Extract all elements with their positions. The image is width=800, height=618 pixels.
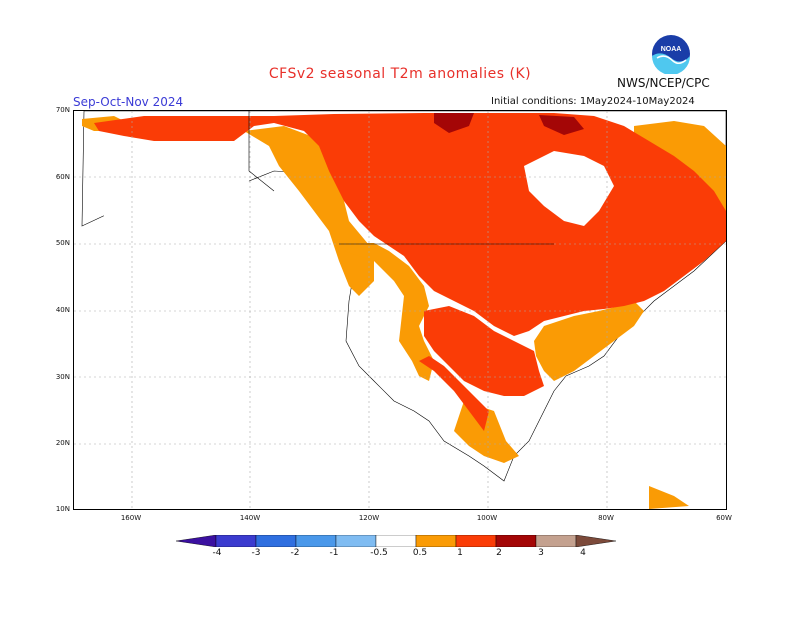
colorbar-cell — [176, 535, 217, 547]
colorbar-cell — [255, 535, 297, 547]
lat-label: 50N — [55, 239, 70, 247]
lon-label: 120W — [358, 514, 380, 522]
no-anomaly-alaska — [94, 146, 254, 221]
colorbar-cell — [575, 535, 617, 547]
colorbar-label: -3 — [251, 548, 261, 558]
lon-label: 140W — [239, 514, 261, 522]
initial-conditions-label: Initial conditions: 1May2024-10May2024 — [491, 96, 695, 107]
colorbar-label: -0.5 — [370, 548, 388, 558]
anomaly-medium-mexico — [419, 356, 489, 431]
season-label: Sep-Oct-Nov 2024 — [73, 95, 184, 109]
map-canvas — [74, 111, 726, 509]
colorbar-label: 3 — [538, 548, 544, 558]
colorbar-label: -4 — [212, 548, 222, 558]
lon-label: 60W — [716, 514, 732, 522]
colorbar-cell — [335, 535, 377, 547]
colorbar-cell — [375, 535, 417, 547]
lat-label: 30N — [55, 373, 70, 381]
lon-label: 100W — [476, 514, 498, 522]
anomaly-strong-northeast — [539, 115, 584, 135]
colorbar — [176, 535, 617, 547]
anomaly-strong-north — [434, 113, 474, 133]
colorbar-label: 1 — [457, 548, 463, 558]
anomaly-medium-southwest — [424, 306, 544, 396]
lon-label: 160W — [120, 514, 142, 522]
noaa-logo-icon: NOAA — [652, 35, 690, 74]
colorbar-cell — [415, 535, 457, 547]
anomaly-light-caribbean — [649, 486, 689, 509]
colorbar-label: 4 — [580, 548, 586, 558]
anomaly-light-west — [344, 243, 434, 381]
lat-label: 40N — [55, 306, 70, 314]
map-title: CFSv2 seasonal T2m anomalies (K) — [268, 66, 532, 82]
logo-text: NOAA — [661, 46, 682, 53]
colorbar-label: -1 — [329, 548, 339, 558]
anomaly-light-southeast — [534, 301, 644, 381]
colorbar-cell — [455, 535, 497, 547]
no-anomaly-hudson-bay — [524, 151, 614, 226]
colorbar-cell — [215, 535, 257, 547]
colorbar-cell — [495, 535, 537, 547]
us-canada-border — [248, 111, 554, 245]
anomaly-light-mexico — [454, 401, 519, 463]
agency-label: NWS/NCEP/CPC — [617, 76, 710, 90]
lat-label: 60N — [55, 173, 70, 181]
colorbar-cell — [535, 535, 577, 547]
lat-label: 20N — [55, 439, 70, 447]
lat-label: 70N — [55, 106, 70, 114]
anomaly-map — [73, 110, 727, 510]
colorbar-label: 0.5 — [412, 548, 428, 558]
colorbar-cell — [295, 535, 337, 547]
anomaly-light-alaska-band — [244, 126, 374, 296]
lat-label: 10N — [55, 505, 70, 513]
colorbar-label: -2 — [290, 548, 300, 558]
colorbar-label: 2 — [496, 548, 502, 558]
lon-label: 80W — [598, 514, 614, 522]
